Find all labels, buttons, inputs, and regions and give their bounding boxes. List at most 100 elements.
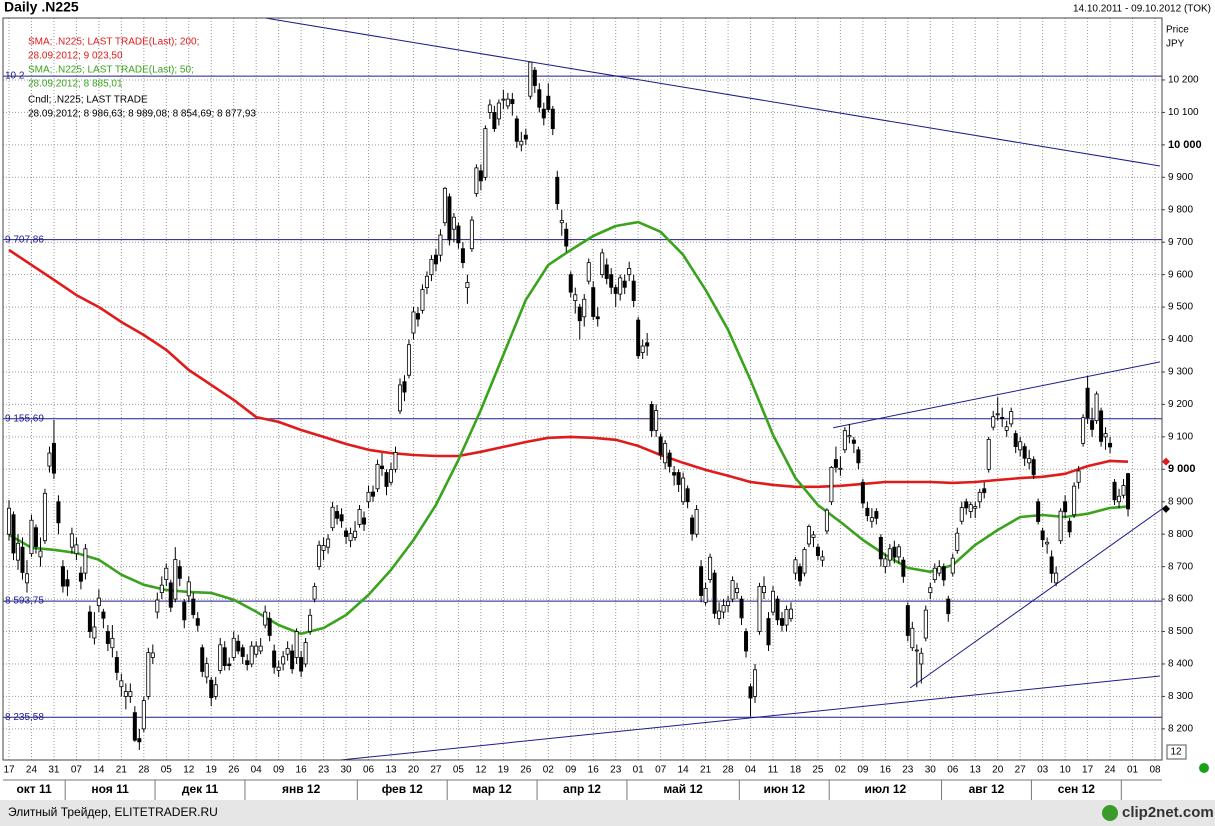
- candle-body: [937, 566, 942, 574]
- x-tick-label: 01: [633, 765, 645, 776]
- trend-line: [833, 361, 1161, 429]
- candle-body: [267, 618, 272, 636]
- candle-body: [402, 381, 407, 393]
- candle-body: [29, 519, 34, 555]
- candle-body: [564, 228, 569, 247]
- candle-body: [1081, 417, 1086, 444]
- y-tick-label: 9 400: [1168, 334, 1193, 345]
- candle-body: [1126, 473, 1131, 510]
- candle-body: [465, 282, 470, 289]
- candle-body: [146, 652, 151, 697]
- candle-body: [762, 586, 767, 593]
- candle-body: [582, 298, 587, 318]
- y-tick-label: 10 000: [1168, 139, 1202, 151]
- candle-body: [164, 567, 169, 581]
- month-label: дек 11: [182, 782, 219, 796]
- candle-body: [155, 599, 160, 613]
- candle-body: [541, 108, 546, 119]
- y-tick-label: 9 000: [1168, 463, 1196, 475]
- candle-body: [788, 608, 793, 619]
- candle-body: [119, 680, 124, 688]
- candle-body: [456, 225, 461, 244]
- x-tick-label: 07: [655, 765, 667, 776]
- candle-body: [559, 220, 564, 224]
- candle-body: [735, 587, 740, 593]
- candle-body: [892, 546, 897, 558]
- x-tick-label: 30: [340, 765, 352, 776]
- x-tick-label: 24: [26, 765, 38, 776]
- candle-body: [69, 533, 74, 548]
- last-value-marker: [1162, 457, 1170, 466]
- candle-body: [83, 548, 88, 574]
- month-label: окт 11: [16, 782, 52, 796]
- legend-value: 28.09.2012; 8 986,63; 8 989,08; 8 854,69…: [28, 109, 256, 120]
- x-tick-label: 17: [1082, 765, 1094, 776]
- candle-body: [699, 566, 704, 596]
- candle-body: [847, 435, 852, 438]
- candle-body: [308, 614, 313, 632]
- candle-body: [672, 472, 677, 476]
- candle-body: [137, 738, 142, 743]
- candle-body: [1067, 520, 1072, 533]
- candle-body: [1027, 458, 1032, 464]
- candle-body: [842, 430, 847, 451]
- y-tick-label: 9 800: [1168, 204, 1193, 215]
- candle-body: [65, 579, 70, 587]
- candle-body: [793, 559, 798, 574]
- candle-body: [326, 538, 331, 548]
- candle-body: [510, 99, 515, 105]
- candle-body: [663, 442, 668, 464]
- candle-body: [272, 650, 277, 668]
- x-tick-label: 26: [228, 765, 240, 776]
- candle-body: [209, 679, 214, 699]
- x-tick-label: 08: [1149, 765, 1161, 776]
- y-tick-label: 9 300: [1168, 367, 1193, 378]
- candle-body: [721, 605, 726, 613]
- zoom-label[interactable]: 12: [1170, 747, 1182, 758]
- candle-body: [388, 469, 393, 483]
- candle-body: [411, 311, 416, 334]
- candle-body: [501, 98, 506, 101]
- chart-title: Daily .N225: [4, 0, 79, 15]
- candle-body: [703, 587, 708, 603]
- candle-body: [132, 712, 137, 741]
- candle-body: [433, 254, 438, 265]
- candle-body: [245, 660, 250, 666]
- candle-body: [478, 170, 483, 182]
- y-tick-label: 9 200: [1168, 399, 1193, 410]
- candle-body: [101, 611, 106, 619]
- y-tick-label: 8 500: [1168, 626, 1193, 637]
- candle-body: [1085, 387, 1090, 419]
- candle-body: [1049, 556, 1054, 574]
- candle-body: [420, 289, 425, 311]
- candle-body: [1099, 410, 1104, 442]
- x-tick-label: 20: [992, 765, 1004, 776]
- candle-body: [254, 645, 259, 655]
- footer-logo[interactable]: clip2net.com: [1122, 804, 1214, 821]
- x-tick-label: 27: [430, 765, 442, 776]
- candle-body: [591, 287, 596, 317]
- candle-body: [744, 631, 749, 652]
- x-tick-label: 09: [857, 765, 869, 776]
- candle-body: [901, 559, 906, 577]
- trend-line: [340, 675, 1160, 761]
- candle-body: [303, 642, 308, 665]
- x-tick-label: 07: [71, 765, 83, 776]
- candle-body: [1117, 495, 1122, 503]
- candle-body: [528, 61, 533, 97]
- candle-body: [1112, 481, 1117, 501]
- candle-body: [604, 264, 609, 279]
- candle-body: [883, 558, 888, 568]
- status-dot: [1199, 763, 1209, 773]
- candle-body: [204, 663, 209, 678]
- candle-body: [186, 581, 191, 597]
- candle-body: [636, 319, 641, 357]
- candle-body: [123, 691, 128, 697]
- candle-body: [415, 313, 420, 320]
- candle-body: [964, 501, 969, 509]
- zoom-box[interactable]: [1166, 744, 1187, 760]
- candle-body: [384, 472, 389, 487]
- candle-body: [429, 258, 434, 276]
- candle-body: [96, 597, 101, 606]
- x-tick-label: 21: [116, 765, 128, 776]
